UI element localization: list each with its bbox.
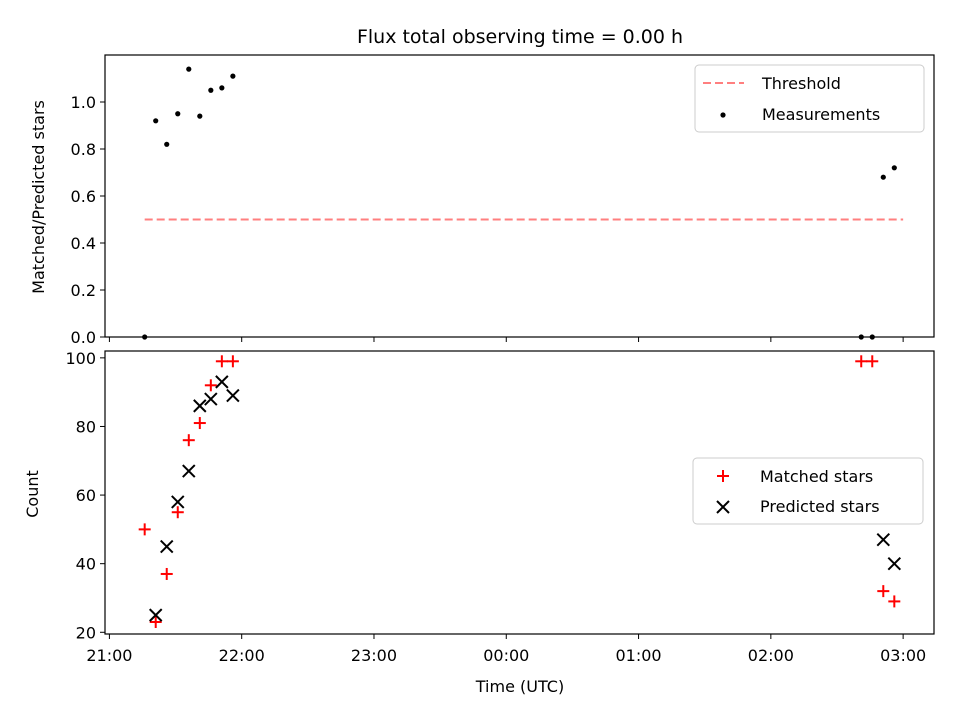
predicted-star-point xyxy=(226,388,240,403)
legend-matched-label: Matched stars xyxy=(760,467,873,486)
matched-star-point xyxy=(182,434,195,447)
measurement-point xyxy=(208,87,214,93)
measurement-point xyxy=(858,334,864,340)
top-y-tick-label: 0.2 xyxy=(71,281,96,300)
legend-measurements-label: Measurements xyxy=(762,105,880,124)
predicted-star-point xyxy=(160,539,174,554)
legend-matched-swatch xyxy=(717,470,729,482)
predicted-star-point xyxy=(171,495,185,509)
matched-star-point xyxy=(866,355,879,368)
bottom-x-tick-label: 21:00 xyxy=(86,646,132,665)
measurement-point xyxy=(197,113,203,119)
legend-threshold-label: Threshold xyxy=(761,74,841,93)
top-y-axis-label: Matched/Predicted stars xyxy=(29,100,48,294)
matched-star-point xyxy=(877,585,890,598)
bottom-axes-frame xyxy=(104,350,935,635)
matched-star-point xyxy=(193,417,206,430)
legend-predicted-swatch xyxy=(716,500,730,514)
top-y-tick-label: 1.0 xyxy=(71,93,96,112)
matched-star-point xyxy=(888,595,901,608)
legend-measurements-swatch xyxy=(720,112,726,118)
matched-star-point xyxy=(171,506,184,519)
bottom-x-tick-label: 01:00 xyxy=(616,646,662,665)
bottom-legend: Matched stars Predicted stars xyxy=(692,457,924,525)
predicted-star-point xyxy=(204,392,218,406)
top-legend-box xyxy=(694,64,925,133)
bottom-legend-box xyxy=(692,457,924,525)
chart-title: Flux total observing time = 0.00 h xyxy=(357,26,683,48)
bottom-y-tick-label: 60 xyxy=(76,486,96,505)
measurement-point xyxy=(869,334,875,340)
measurement-point xyxy=(153,118,159,124)
bottom-y-tick-label: 20 xyxy=(76,623,96,642)
measurement-point xyxy=(142,334,148,340)
matched-stars-points xyxy=(138,355,901,628)
predicted-star-point xyxy=(149,608,163,622)
top-y-ticks: 0.0 0.2 0.4 0.6 0.8 1.0 xyxy=(71,93,105,347)
matched-star-point xyxy=(226,355,239,368)
bottom-x-tick-label: 03:00 xyxy=(880,646,926,665)
bottom-panel: 20 40 60 80 100 21:00 22:00 23:00 00:00 01:00 02:… xyxy=(23,349,935,696)
bottom-x-tick-label: 23:00 xyxy=(351,646,397,665)
measurement-point xyxy=(164,141,170,147)
matched-star-point xyxy=(855,355,868,368)
measurement-point xyxy=(175,111,181,117)
bottom-x-tick-label: 00:00 xyxy=(483,646,529,665)
predicted-star-point xyxy=(887,556,902,571)
top-y-tick-label: 0.4 xyxy=(71,234,96,253)
measurement-point xyxy=(880,174,886,180)
measurement-point xyxy=(219,85,225,91)
matched-star-point xyxy=(160,567,173,580)
top-y-tick-label: 0.6 xyxy=(71,187,96,206)
bottom-y-tick-label: 40 xyxy=(76,555,96,574)
bottom-y-ticks: 20 40 60 80 100 xyxy=(65,349,105,642)
top-y-tick-label: 0.8 xyxy=(71,140,96,159)
measurement-point xyxy=(891,165,897,171)
predicted-star-point xyxy=(182,464,196,478)
measurement-points xyxy=(142,66,897,340)
legend-predicted-label: Predicted stars xyxy=(760,497,880,516)
top-x-ticks xyxy=(108,337,904,342)
predicted-star-point xyxy=(215,375,229,389)
top-y-tick-label: 0.0 xyxy=(71,328,96,347)
predicted-star-point xyxy=(193,399,207,413)
bottom-y-tick-label: 100 xyxy=(65,349,96,368)
bottom-y-axis-label: Count xyxy=(23,470,42,518)
matched-star-point xyxy=(215,355,228,368)
measurement-point xyxy=(186,66,192,72)
top-panel: 0.0 0.2 0.4 0.6 0.8 1.0 Matched/Predicted sta… xyxy=(29,54,935,347)
bottom-y-tick-label: 80 xyxy=(76,417,96,436)
x-axis-label: Time (UTC) xyxy=(475,677,564,696)
top-legend: Threshold Measurements xyxy=(694,64,925,133)
predicted-star-point xyxy=(876,532,890,547)
matched-star-point xyxy=(149,615,162,628)
bottom-x-ticks: 21:00 22:00 23:00 00:00 01:00 02:00 03:00 xyxy=(86,634,926,665)
matched-star-point xyxy=(204,379,217,392)
matched-star-point xyxy=(138,523,151,536)
bottom-x-tick-label: 02:00 xyxy=(748,646,794,665)
predicted-stars-points xyxy=(149,375,902,622)
measurement-point xyxy=(230,73,236,79)
bottom-x-tick-label: 22:00 xyxy=(219,646,265,665)
